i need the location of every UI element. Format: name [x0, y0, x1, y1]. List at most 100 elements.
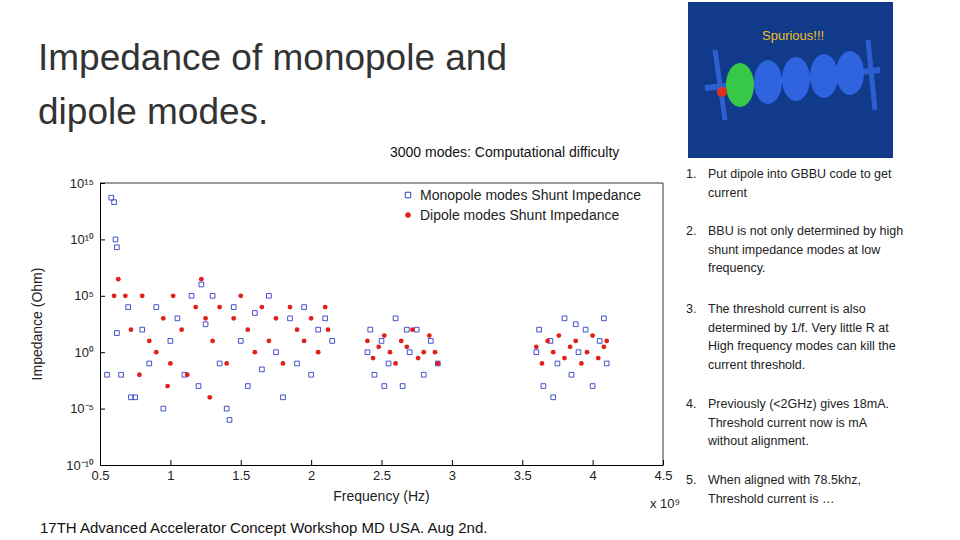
list-item: 3.The threshold current is alsodetermine… [686, 302, 896, 372]
item-line: shunt impedance modes at low [708, 243, 881, 257]
point [537, 327, 542, 332]
list-item: 2. BBU is not only determined by high shun… [686, 224, 903, 275]
point [259, 305, 264, 310]
point [196, 384, 201, 389]
title-line: Impedance of monopole and [38, 37, 507, 78]
x-axis-line [101, 465, 664, 466]
x-tick-label: 4.5 [654, 468, 672, 483]
item-number: 2. [686, 224, 696, 238]
point [427, 333, 432, 338]
series [105, 195, 609, 422]
series [112, 277, 609, 400]
point [545, 339, 550, 344]
point [568, 344, 573, 349]
point [428, 339, 433, 344]
point [416, 356, 421, 361]
image-bg [688, 2, 893, 158]
image-cell [754, 60, 782, 104]
list-item: 5.When aligned with 78.5khz,Threshold cu… [686, 473, 861, 506]
y-tick-mark [100, 352, 105, 353]
point [410, 327, 415, 332]
x-tick: 4.5 [654, 460, 672, 483]
point [382, 333, 387, 338]
y-tick: 10⁻¹⁰ [66, 458, 105, 473]
item-number: 3. [686, 302, 696, 316]
point [161, 406, 166, 411]
x-tick-mark [593, 460, 594, 465]
bullet-list: 1.Put dipole into GBBU code to getcurren… [686, 167, 903, 506]
point [224, 361, 229, 366]
point [604, 361, 609, 366]
y-tick-label: 10⁻⁵ [70, 401, 94, 416]
point [388, 350, 393, 355]
point [147, 339, 152, 344]
item-line: current threshold. [708, 358, 805, 372]
image-label: Spurious!!! [762, 28, 824, 43]
item-line: Threshold current is … [708, 492, 834, 506]
point [224, 406, 229, 411]
point [590, 384, 595, 389]
point [309, 372, 314, 377]
point [365, 339, 370, 344]
x-tick: 2.5 [373, 460, 391, 483]
point [551, 395, 556, 400]
point [386, 361, 391, 366]
point [585, 350, 590, 355]
legend-marker [405, 192, 410, 197]
point [583, 327, 588, 332]
point [421, 350, 426, 355]
item-line: When aligned with 78.5khz, [708, 473, 861, 487]
footer: 17TH Advanced Accelerator Concept Worksh… [40, 519, 487, 536]
point [601, 344, 606, 349]
point [126, 305, 131, 310]
point [238, 293, 243, 298]
point [555, 361, 560, 366]
point [407, 350, 412, 355]
item-line: determined by 1/f. Very little R at [708, 321, 889, 335]
point [562, 316, 567, 321]
point [573, 339, 578, 344]
y-tick-mark [100, 465, 105, 466]
point [316, 350, 321, 355]
point [371, 356, 376, 361]
point [267, 339, 272, 344]
point [562, 356, 567, 361]
point [556, 333, 561, 338]
point [288, 305, 293, 310]
point [281, 361, 286, 366]
point [433, 350, 438, 355]
points [105, 195, 609, 422]
x-tick-mark [663, 460, 664, 465]
item-line: Put dipole into GBBU code to get [708, 167, 892, 181]
x-tick-label: 2.5 [373, 468, 391, 483]
point [404, 327, 409, 332]
point [129, 327, 134, 332]
y-tick-label: 10¹⁰ [70, 232, 94, 247]
y-tick-mark [100, 409, 105, 410]
point [154, 350, 159, 355]
y-tick: 10⁰ [75, 345, 105, 360]
point [140, 293, 145, 298]
point [137, 372, 142, 377]
point [323, 305, 328, 310]
point [302, 339, 307, 344]
x-tick-mark [170, 460, 171, 465]
point [382, 384, 387, 389]
x-tick: 1 [167, 460, 174, 483]
x-tick: 3 [449, 460, 456, 483]
item-line: BBU is not only determined by high [708, 224, 903, 238]
point [540, 361, 545, 366]
point [393, 361, 398, 366]
point [316, 327, 321, 332]
point [245, 327, 250, 332]
point [210, 293, 215, 298]
list-item: 1.Put dipole into GBBU code to getcurren… [686, 167, 892, 200]
title-line: dipole modes. [38, 91, 268, 132]
point [115, 331, 120, 336]
legend: Monopole modes Shunt ImpedanceDipole mod… [405, 187, 641, 223]
point [161, 316, 166, 321]
point [541, 384, 546, 389]
point [309, 316, 314, 321]
point [421, 372, 426, 377]
y-tick: 10⁵ [74, 288, 105, 303]
